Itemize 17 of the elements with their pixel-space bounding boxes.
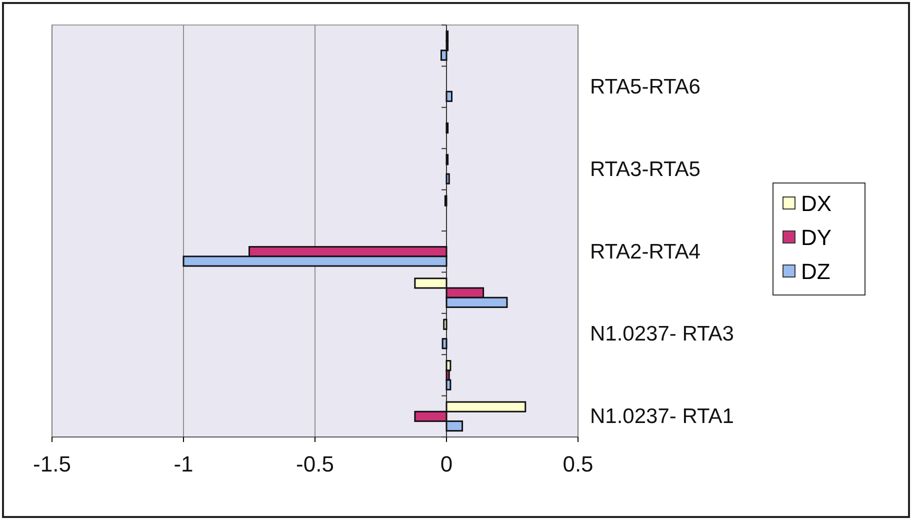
x-tick-label: -1 [174, 452, 194, 477]
legend-label: DZ [801, 259, 830, 284]
x-tick-label: 0 [440, 452, 453, 477]
y-tick-label: RTA5-RTA6 [590, 76, 700, 99]
bar [443, 318, 448, 330]
bar [442, 338, 448, 350]
x-tick-label: 0.5 [562, 452, 594, 477]
legend-label: DX [801, 191, 832, 216]
x-tick-label: -0.5 [296, 452, 334, 477]
y-tick-label: RTA2-RTA4 [590, 240, 701, 264]
bar [446, 90, 453, 102]
y-tick-label: N1.0237- RTA1 [590, 405, 734, 428]
y-tick-label: RTA3-RTA5 [590, 158, 700, 181]
legend-label: DY [801, 225, 832, 250]
y-tick-label: N1.0237- RTA3 [590, 322, 734, 346]
x-tick-label: -1.5 [33, 452, 71, 477]
bar [446, 173, 450, 184]
